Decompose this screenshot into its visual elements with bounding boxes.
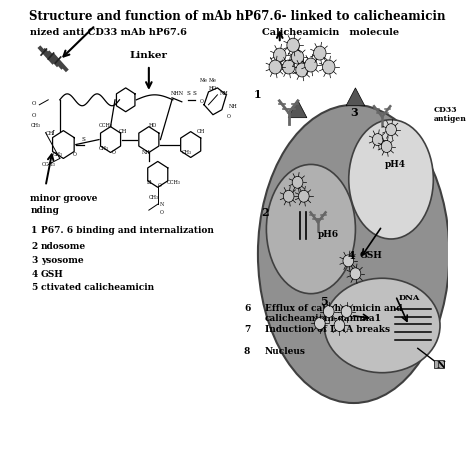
Circle shape xyxy=(305,58,317,72)
Circle shape xyxy=(341,306,352,318)
Text: OCH₃: OCH₃ xyxy=(42,163,56,167)
Circle shape xyxy=(386,124,396,136)
Circle shape xyxy=(350,268,361,280)
Circle shape xyxy=(314,46,326,60)
Text: P67. 6 binding and internalization: P67. 6 binding and internalization xyxy=(41,226,214,235)
Text: NH: NH xyxy=(229,104,238,109)
Circle shape xyxy=(323,306,334,318)
Circle shape xyxy=(343,255,354,267)
Ellipse shape xyxy=(349,120,433,239)
Text: S: S xyxy=(187,91,191,96)
Circle shape xyxy=(287,38,300,52)
Text: Et: Et xyxy=(147,180,153,185)
Text: Induction of DNA breaks: Induction of DNA breaks xyxy=(264,326,390,335)
Text: NH: NH xyxy=(220,91,229,96)
Text: CD33
antigen: CD33 antigen xyxy=(434,106,467,123)
Circle shape xyxy=(322,60,335,74)
Text: O: O xyxy=(200,99,203,104)
Text: 8: 8 xyxy=(244,347,250,356)
Text: HO: HO xyxy=(149,123,157,128)
Text: Nucleus: Nucleus xyxy=(264,347,305,356)
Text: 6: 6 xyxy=(244,304,250,313)
Text: 3: 3 xyxy=(31,256,37,265)
Circle shape xyxy=(299,190,309,202)
Bar xyxy=(434,360,445,368)
Text: DNA: DNA xyxy=(398,293,419,301)
Text: S: S xyxy=(81,137,85,142)
Text: Structure and function of mAb hP67.6- linked to calicheamicin: Structure and function of mAb hP67.6- li… xyxy=(29,10,445,23)
Text: ysosome: ysosome xyxy=(41,256,84,265)
Text: 4: 4 xyxy=(31,270,37,279)
Text: Efflux of calicheamicin and
calicheamicin-gamma1: Efflux of calicheamicin and calicheamici… xyxy=(264,304,402,323)
Text: HO: HO xyxy=(209,86,217,91)
Circle shape xyxy=(381,141,392,153)
Polygon shape xyxy=(346,88,365,106)
Circle shape xyxy=(292,50,304,64)
Text: CH₃: CH₃ xyxy=(99,146,109,151)
Text: 5: 5 xyxy=(31,283,37,292)
Text: OCH₃: OCH₃ xyxy=(167,180,181,185)
Text: CH₃: CH₃ xyxy=(149,195,159,200)
Circle shape xyxy=(273,48,286,62)
Text: OH: OH xyxy=(46,131,54,136)
Text: GSH: GSH xyxy=(41,270,64,279)
Ellipse shape xyxy=(258,105,449,403)
Circle shape xyxy=(373,134,383,146)
Text: Me: Me xyxy=(200,78,208,83)
Text: minor groove: minor groove xyxy=(30,194,98,203)
Text: O: O xyxy=(72,153,76,157)
Polygon shape xyxy=(288,100,307,118)
Text: 4: 4 xyxy=(347,250,355,261)
Text: OH: OH xyxy=(118,128,127,134)
Text: GSH: GSH xyxy=(360,251,383,260)
Text: O: O xyxy=(227,114,231,118)
Ellipse shape xyxy=(324,278,440,373)
Circle shape xyxy=(314,318,325,329)
Ellipse shape xyxy=(266,164,356,294)
Text: S: S xyxy=(192,91,196,96)
Circle shape xyxy=(296,63,308,77)
Text: N: N xyxy=(160,202,164,207)
Text: Linker: Linker xyxy=(130,51,168,60)
Text: O: O xyxy=(31,113,36,118)
Circle shape xyxy=(334,319,345,331)
Text: OH: OH xyxy=(197,128,205,134)
Text: nized anti CD33 mAb hP67.6: nized anti CD33 mAb hP67.6 xyxy=(30,28,187,37)
Text: 5: 5 xyxy=(320,296,328,307)
Text: 3: 3 xyxy=(350,107,357,118)
Text: 7: 7 xyxy=(244,326,250,335)
Text: N: N xyxy=(437,361,446,370)
Text: 1: 1 xyxy=(31,226,37,235)
Text: CH₃: CH₃ xyxy=(53,153,63,157)
Text: 2: 2 xyxy=(261,207,268,218)
Text: O: O xyxy=(111,150,115,155)
Circle shape xyxy=(283,190,294,202)
Text: Calicheamicin   molecule: Calicheamicin molecule xyxy=(262,28,399,37)
Text: CH₃: CH₃ xyxy=(182,150,192,155)
Text: pH4: pH4 xyxy=(385,160,406,169)
Text: 2: 2 xyxy=(31,242,37,251)
Text: OCH₃: OCH₃ xyxy=(99,123,113,128)
Text: 1: 1 xyxy=(254,89,261,100)
Text: ndosome: ndosome xyxy=(41,242,86,251)
Text: pH6: pH6 xyxy=(318,229,339,238)
Text: I: I xyxy=(51,128,54,137)
Text: O: O xyxy=(31,101,36,106)
Text: nding: nding xyxy=(30,206,59,215)
Text: O: O xyxy=(158,183,162,188)
Circle shape xyxy=(269,60,282,74)
Text: NH: NH xyxy=(142,150,150,155)
Circle shape xyxy=(292,176,303,188)
Circle shape xyxy=(283,60,295,74)
Text: CH₃: CH₃ xyxy=(30,123,40,128)
Text: Me: Me xyxy=(209,78,216,83)
Text: O: O xyxy=(160,210,164,215)
Text: NHN: NHN xyxy=(171,91,184,96)
Text: ctivated calicheamicin: ctivated calicheamicin xyxy=(41,283,154,292)
